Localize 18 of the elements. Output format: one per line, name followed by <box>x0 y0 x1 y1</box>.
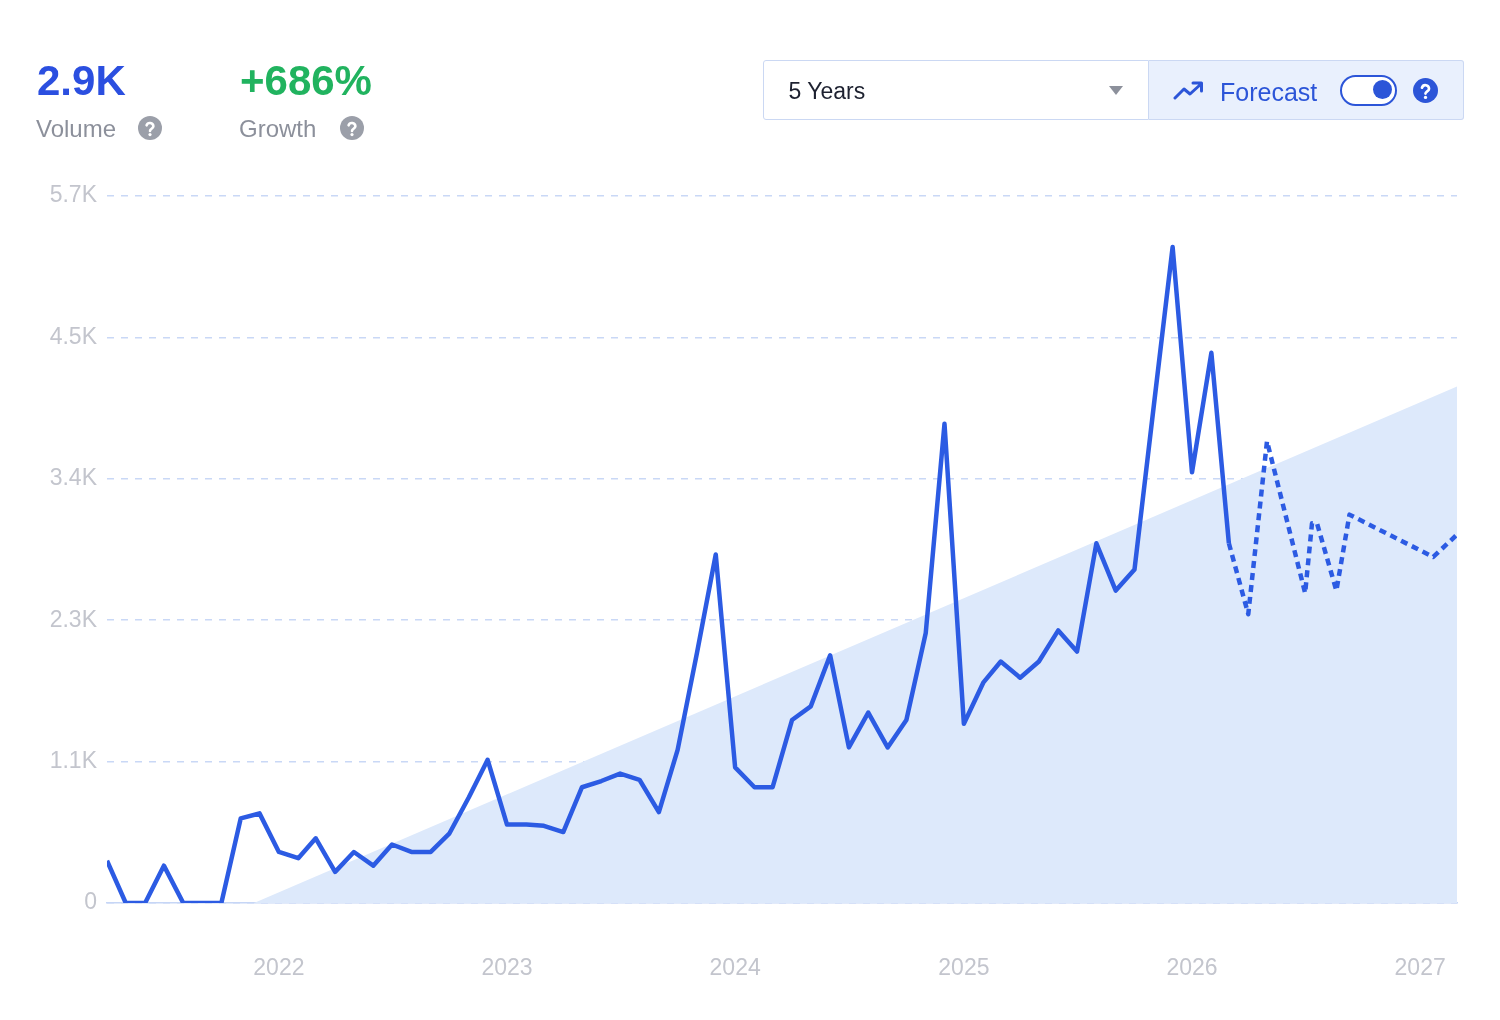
x-tick-label: 2026 <box>1166 954 1218 981</box>
select-field: 5 Years <box>763 60 1149 120</box>
text: 2.9K <box>37 57 126 104</box>
y-tick-label: 5.7K <box>49 181 98 208</box>
y-tick-label: 1.1K <box>49 746 98 773</box>
x-tick-label: 2024 <box>709 954 761 981</box>
text: Growth <box>239 115 317 142</box>
text: Volume <box>36 115 117 142</box>
x-tick-label: 2025 <box>938 954 990 981</box>
y-tick-label: 3.4K <box>49 464 98 491</box>
x-tick-label: 2022 <box>253 954 305 981</box>
text: +686% <box>240 57 372 104</box>
y-tick-label: 0 <box>84 888 97 915</box>
y-tick-label: 4.5K <box>49 322 98 349</box>
x-tick-label: 2027 <box>1394 954 1446 981</box>
x-tick-label: 2023 <box>481 954 533 981</box>
control-field: Forecast <box>1149 60 1464 120</box>
y-tick-label: 2.3K <box>49 605 98 632</box>
